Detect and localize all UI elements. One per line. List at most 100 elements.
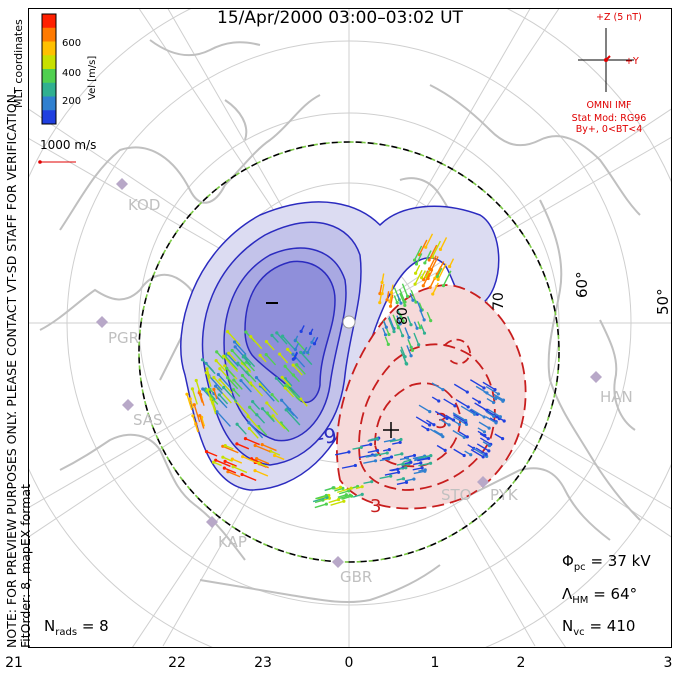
velocity-vector-origin [418,326,423,330]
velocity-vector [315,494,327,500]
velocity-vector-origin [427,456,431,460]
svg-text:STO: STO [441,486,472,504]
velocity-vector-origin [222,466,226,470]
velocity-vector-origin [428,410,432,414]
velocity-vector [338,490,349,495]
velocity-vector-origin [225,366,229,370]
velocity-vector-origin [227,351,231,355]
velocity-vector-origin [415,326,419,330]
velocity-vector [476,443,490,452]
velocity-vector [223,387,238,403]
velocity-vector-origin [332,486,336,490]
velocity-vector [296,364,306,375]
velocity-vector [217,374,231,388]
velocity-vector [453,448,465,457]
velocity-vector [288,384,301,399]
velocity-vector-origin [451,418,456,422]
velocity-vector-origin [235,442,239,446]
radar-count: Nrads = 8 [44,617,109,638]
velocity-vector [422,270,429,280]
velocity-vector [189,398,194,409]
velocity-vector-origin [448,264,452,269]
velocity-vector-origin [370,480,374,484]
velocity-vector-origin [373,459,378,463]
velocity-vector-origin [284,383,288,387]
velocity-vector-origin [310,340,314,344]
colorbar-segment [42,69,56,84]
velocity-vector [234,341,247,355]
velocity-vector-origin [274,376,278,380]
velocity-vector-origin [405,456,410,460]
velocity-vector [195,380,201,393]
velocity-vector-origin [214,384,218,388]
velocity-vector [470,449,484,458]
velocity-vector-origin [492,414,496,418]
velocity-vector [416,300,422,311]
velocity-vector-origin [283,364,287,368]
velocity-vector-origin [422,318,426,322]
velocity-vector-origin [336,497,341,502]
velocity-vector [205,372,212,387]
velocity-vector [475,447,487,455]
velocity-vector-origin [462,435,466,439]
svg-text:PYK: PYK [490,486,519,504]
velocity-vector-origin [212,375,216,380]
velocity-vector [399,288,406,303]
velocity-vector-origin [410,348,415,353]
velocity-vector-origin [205,367,209,371]
velocity-vector-origin [360,485,364,489]
velocity-vector-origin [249,335,253,339]
velocity-vector [300,398,308,407]
coordinates-label: MLT coordinates [12,19,25,108]
velocity-vector-origin [482,430,487,434]
velocity-vector-origin [251,400,255,404]
velocity-vector-origin [487,449,491,453]
velocity-vector-origin [199,393,203,397]
svg-text:KOD: KOD [128,196,160,214]
velocity-vector-origin [491,400,496,405]
velocity-vector-origin [223,444,227,448]
station-pyk: PYK [477,476,519,504]
velocity-vector-origin [270,393,274,397]
velocity-vector [452,413,467,423]
velocity-vector [455,398,469,408]
velocity-vector-origin [260,407,265,411]
velocity-vector [206,450,218,457]
velocity-vector-origin [222,354,226,358]
velocity-vector [226,353,239,367]
velocity-vector [439,237,448,250]
velocity-vector [443,398,456,407]
velocity-vector-origin [225,376,230,380]
velocity-vector-origin [347,450,351,454]
velocity-vector-origin [375,448,380,453]
velocity-vector-origin [280,398,284,402]
velocity-vector [215,385,223,395]
velocity-vector-origin [264,340,269,344]
velocity-vector-origin [496,392,501,396]
velocity-vector-origin [445,416,449,421]
velocity-vector [388,316,395,329]
velocity-vector-origin [386,342,390,346]
station-kap: KAP [206,516,247,551]
velocity-vector-origin [404,466,408,470]
velocity-vector-origin [399,437,403,442]
velocity-vector [254,444,271,453]
velocity-vector [265,354,277,366]
velocity-vector-origin [409,460,413,464]
velocity-vector [237,362,250,377]
velocity-vector [414,269,423,285]
colorbar-segment [42,27,56,42]
velocity-vector [418,404,431,413]
velocity-vector-origin [389,455,394,459]
velocity-vector-origin [232,340,237,344]
lat-label-60: 60° [573,271,591,298]
vector-scale-label: 1000 m/s [40,138,97,152]
velocity-vector-origin [359,445,363,450]
velocity-vector-origin [380,280,384,285]
velocity-vector [250,336,263,350]
velocity-vector [248,428,259,439]
colorbar-segment [42,41,56,56]
velocity-vector-origin [278,352,282,356]
velocity-vector [280,422,290,433]
velocity-vector-origin [211,400,215,404]
